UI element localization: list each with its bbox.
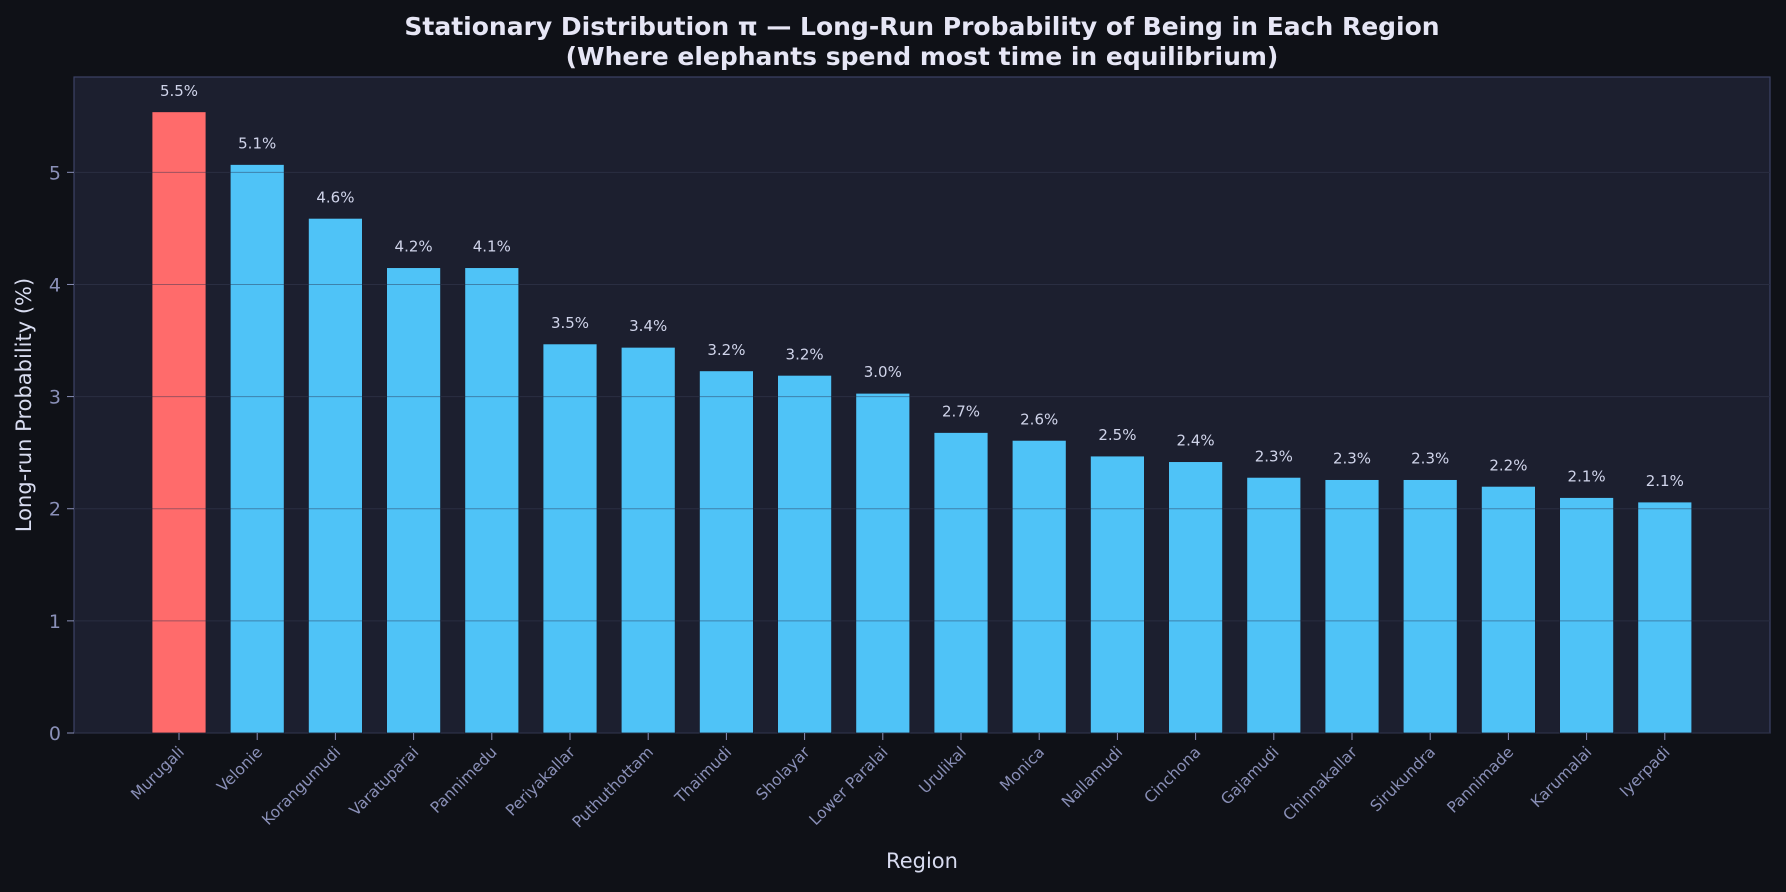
- x-axis-label: Region: [886, 849, 958, 873]
- bar-karumalai: [1559, 497, 1614, 734]
- bar-value-label: 4.6%: [316, 188, 354, 206]
- bar-urulikal: [933, 432, 989, 734]
- y-tick-label: 1: [49, 611, 61, 633]
- bar-puthuthottam: [620, 346, 676, 734]
- y-axis-ticks: 0 1 2 3 4 5: [49, 162, 74, 745]
- bar-value-label: 5.1%: [238, 134, 276, 152]
- bar-varatuparai: [386, 267, 442, 734]
- bar-value-label: 2.7%: [942, 402, 980, 420]
- bar-value-label: 2.3%: [1411, 450, 1449, 468]
- chart-title: Stationary Distribution π — Long-Run Pro…: [404, 12, 1439, 41]
- bar-value-label: 2.6%: [1020, 410, 1058, 428]
- bar-thaimudi: [699, 370, 754, 734]
- y-tick-label: 5: [49, 162, 61, 184]
- bar-lower-paralai: [855, 392, 911, 734]
- bar-value-label: 2.1%: [1646, 472, 1684, 490]
- bar-value-label: 3.2%: [707, 341, 745, 359]
- y-tick-label: 0: [49, 723, 61, 745]
- bar-value-label: 4.2%: [395, 238, 433, 256]
- bar-value-label: 3.0%: [864, 363, 902, 381]
- bar-value-label: 2.4%: [1177, 432, 1215, 450]
- bar-value-label: 5.5%: [160, 82, 198, 100]
- bar-velonie: [229, 164, 285, 734]
- y-tick-label: 3: [49, 387, 61, 409]
- bar-chinnakallar: [1324, 479, 1380, 734]
- bar-pannimedu: [464, 267, 520, 734]
- bar-value-label: 4.1%: [473, 238, 511, 256]
- bar-value-label: 2.3%: [1255, 447, 1293, 465]
- chart-subtitle: (Where elephants spend most time in equi…: [566, 42, 1279, 71]
- bar-korangumudi: [307, 217, 363, 734]
- bar-value-label: 2.3%: [1333, 450, 1371, 468]
- bar-value-label: 3.2%: [786, 345, 824, 363]
- bar-value-label: 2.1%: [1568, 468, 1606, 486]
- bar-sirukundra: [1402, 479, 1458, 734]
- y-tick-label: 2: [49, 499, 61, 521]
- bar-sholayar: [777, 374, 832, 734]
- bar-gajamudi: [1246, 476, 1302, 734]
- bars: [151, 111, 1693, 734]
- bar-iyerpadi: [1637, 501, 1693, 734]
- bar-value-label: 3.4%: [629, 317, 667, 335]
- bar-pannimade: [1481, 485, 1536, 734]
- bar-periyakallar: [542, 343, 598, 734]
- y-axis-label: Long-run Probability (%): [12, 278, 36, 532]
- bar-value-label: 2.5%: [1098, 426, 1136, 444]
- bar-monica: [1011, 439, 1067, 734]
- value-labels: 5.5% 5.1% 4.6% 4.2% 4.1% 3.5% 3.4% 3.2% 3.2% 3.0%…: [160, 82, 1684, 490]
- bar-value-label: 3.5%: [551, 314, 589, 332]
- bar-cinchona: [1168, 461, 1223, 734]
- bar-nallamudi: [1090, 455, 1145, 734]
- bar-murugali: [151, 111, 207, 734]
- bar-value-label: 2.2%: [1489, 456, 1527, 474]
- y-tick-label: 4: [49, 274, 61, 296]
